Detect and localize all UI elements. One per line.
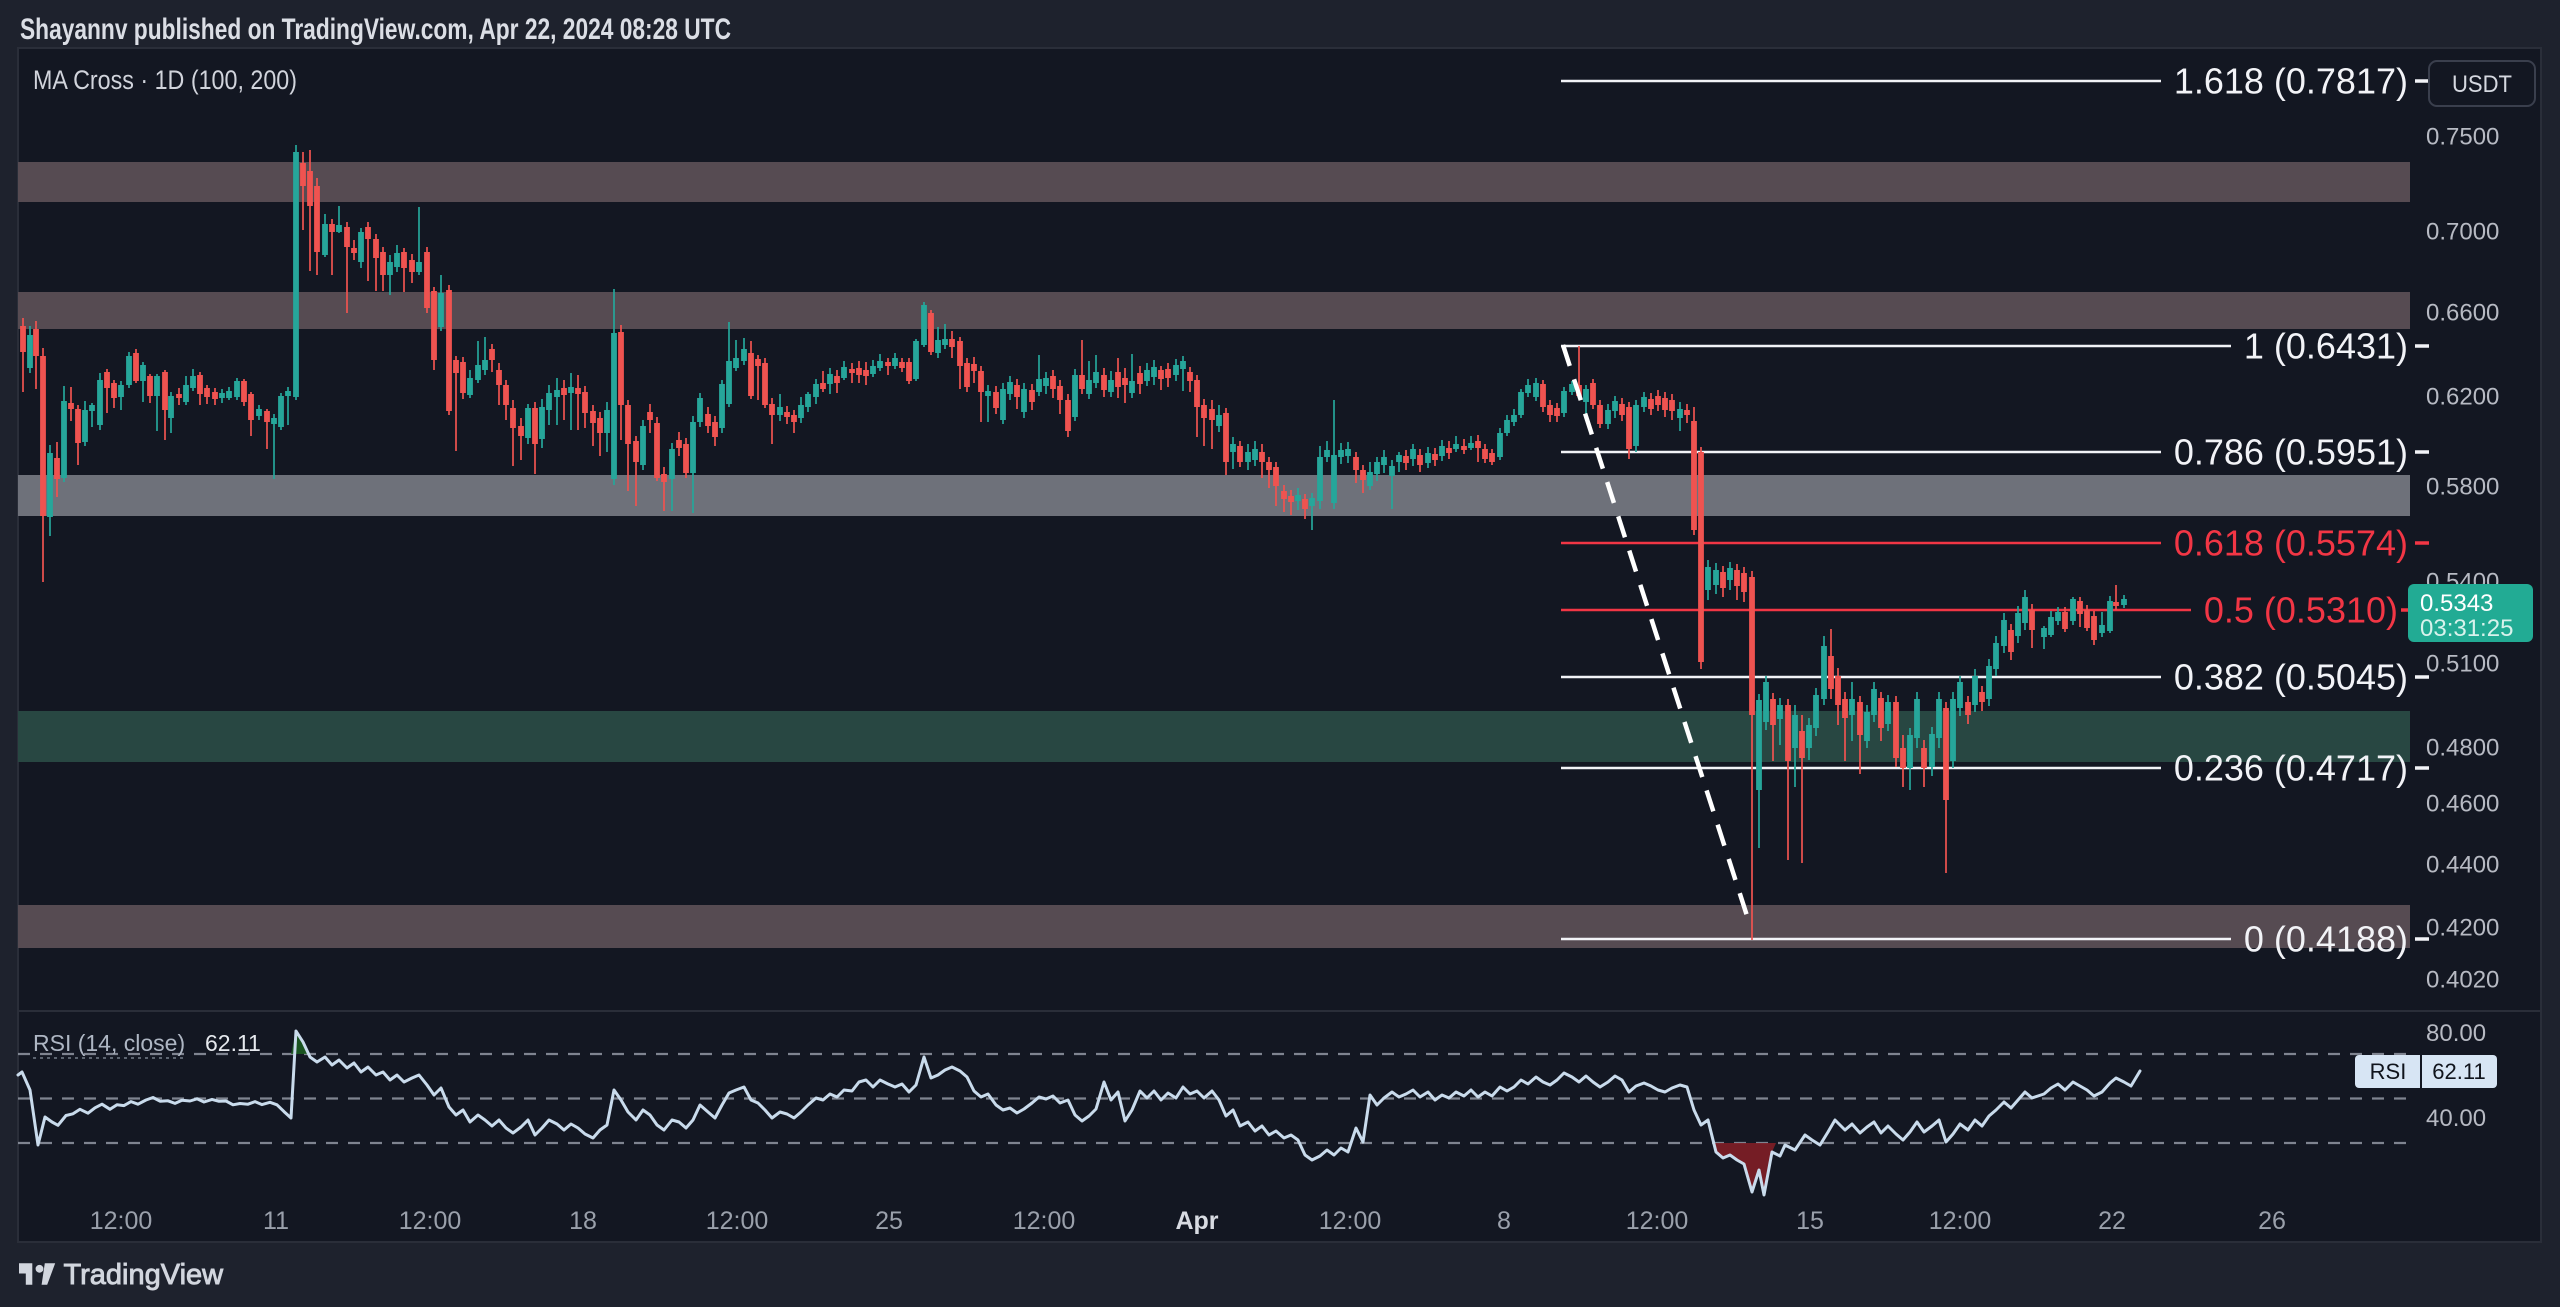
svg-text:0.236 (0.4717): 0.236 (0.4717) xyxy=(2174,748,2408,789)
svg-text:0.382 (0.5045): 0.382 (0.5045) xyxy=(2174,657,2408,698)
svg-text:1 (0.6431): 1 (0.6431) xyxy=(2244,326,2408,367)
svg-text:0.4600: 0.4600 xyxy=(2426,791,2499,818)
svg-text:12:00: 12:00 xyxy=(399,1207,462,1235)
svg-text:RSI (14, close): RSI (14, close) xyxy=(33,1030,185,1056)
svg-text:12:00: 12:00 xyxy=(1929,1207,1992,1235)
svg-text:0.6600: 0.6600 xyxy=(2426,300,2499,327)
svg-text:0.786 (0.5951): 0.786 (0.5951) xyxy=(2174,432,2408,473)
svg-text:1.618 (0.7817): 1.618 (0.7817) xyxy=(2174,61,2408,102)
svg-text:TradingView: TradingView xyxy=(64,1259,225,1291)
svg-text:12:00: 12:00 xyxy=(1013,1207,1076,1235)
svg-text:USDT: USDT xyxy=(2452,71,2512,98)
svg-text:12:00: 12:00 xyxy=(706,1207,769,1235)
svg-text:0.4800: 0.4800 xyxy=(2426,735,2499,762)
svg-text:62.11: 62.11 xyxy=(2432,1059,2485,1084)
svg-text:12:00: 12:00 xyxy=(1626,1207,1689,1235)
svg-text:26: 26 xyxy=(2258,1207,2286,1235)
svg-text:MA Cross · 1D (100, 200): MA Cross · 1D (100, 200) xyxy=(33,65,297,95)
svg-text:62.11: 62.11 xyxy=(205,1030,261,1056)
svg-text:Shayannv published on TradingV: Shayannv published on TradingView.com, A… xyxy=(20,13,731,46)
svg-text:8: 8 xyxy=(1497,1207,1511,1235)
svg-text:Apr: Apr xyxy=(1175,1207,1218,1235)
svg-text:0.5343: 0.5343 xyxy=(2420,590,2493,617)
svg-text:0.4020: 0.4020 xyxy=(2426,967,2499,994)
svg-text:11: 11 xyxy=(263,1207,289,1235)
svg-text:80.00: 80.00 xyxy=(2426,1020,2486,1047)
svg-text:12:00: 12:00 xyxy=(1319,1207,1382,1235)
svg-text:0.6200: 0.6200 xyxy=(2426,384,2499,411)
svg-text:0 (0.4188): 0 (0.4188) xyxy=(2244,919,2408,960)
svg-text:15: 15 xyxy=(1796,1207,1824,1235)
svg-text:0.4200: 0.4200 xyxy=(2426,915,2499,942)
svg-text:0.5800: 0.5800 xyxy=(2426,474,2499,501)
svg-text:0.618 (0.5574): 0.618 (0.5574) xyxy=(2174,523,2408,564)
svg-text:40.00: 40.00 xyxy=(2426,1105,2486,1132)
svg-text:12:00: 12:00 xyxy=(90,1207,153,1235)
svg-text:0.5100: 0.5100 xyxy=(2426,651,2499,678)
svg-text:0.7500: 0.7500 xyxy=(2426,124,2499,151)
svg-text:25: 25 xyxy=(875,1207,903,1235)
svg-text:03:31:25: 03:31:25 xyxy=(2420,615,2513,642)
svg-text:0.4400: 0.4400 xyxy=(2426,852,2499,879)
svg-text:0.7000: 0.7000 xyxy=(2426,219,2499,246)
svg-text:18: 18 xyxy=(569,1207,597,1235)
svg-text:22: 22 xyxy=(2098,1207,2126,1235)
svg-text:RSI: RSI xyxy=(2370,1059,2407,1084)
svg-text:0.5 (0.5310): 0.5 (0.5310) xyxy=(2204,590,2398,631)
